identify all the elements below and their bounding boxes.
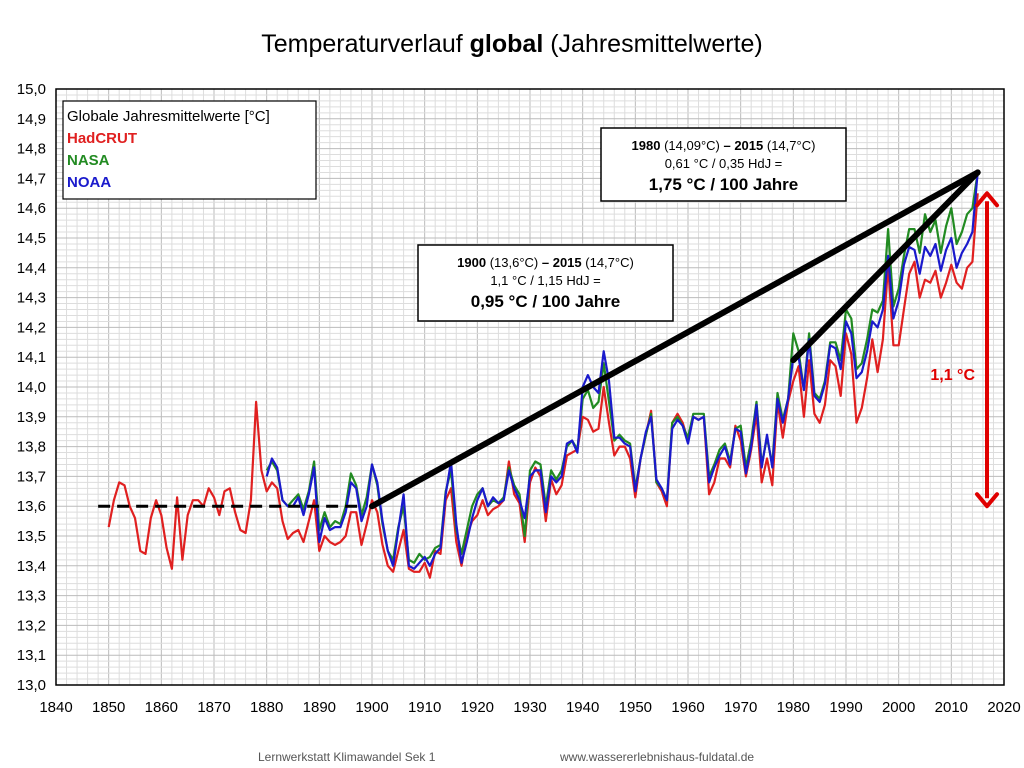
- x-tick-label: 1890: [303, 699, 336, 716]
- annotation-box-1900: 1900 (13,6°C) – 2015 (14,7°C) 1,1 °C / 1,…: [417, 244, 674, 322]
- temperature-chart: 1840 1850 1860 1870 1880 1890 1900 1910 1920 1930…: [17, 81, 1021, 716]
- x-tick-label: 2000: [882, 699, 915, 716]
- y-tick-label: 13,7: [17, 468, 46, 485]
- x-tick-label: 1900: [355, 699, 388, 716]
- annotations: 1,1 °C 1980 (14,09°C) – 2015 (14,7°C) 0,61…: [98, 127, 999, 510]
- x-tick-label: 1940: [566, 699, 599, 716]
- arrow-head-down: [975, 492, 999, 509]
- y-tick-label: 15,0: [17, 81, 46, 98]
- x-tick-label: 2010: [935, 699, 968, 716]
- axes: 1840 1850 1860 1870 1880 1890 1900 1910 1920 1930…: [17, 81, 1021, 716]
- x-tick-label: 1970: [724, 699, 757, 716]
- legend-box: [62, 100, 317, 200]
- x-tick-label: 1840: [39, 699, 72, 716]
- x-tick-label: 1990: [829, 699, 862, 716]
- annotation-box-1980-line1: 1980 (14,09°C) – 2015 (14,7°C): [632, 138, 816, 153]
- y-tick-label: 13,3: [17, 588, 46, 605]
- y-tick-label: 13,0: [17, 677, 46, 694]
- annotation-box-1900-line1: 1900 (13,6°C) – 2015 (14,7°C): [457, 255, 634, 270]
- legend-title: Globale Jahresmittelwerte [°C]: [67, 108, 270, 125]
- annotation-box-1900-line1-part: –: [542, 255, 549, 270]
- y-tick-label: 13,4: [17, 558, 46, 575]
- y-tick-label: 13,5: [17, 528, 46, 545]
- annotation-box-1980-line3: 1,75 °C / 100 Jahre: [649, 175, 799, 194]
- y-tick-label: 14,9: [17, 111, 46, 128]
- legend-entry-nasa: NASA: [67, 152, 110, 169]
- y-tick-label: 14,1: [17, 349, 46, 366]
- annotation-box-1980-line1-part: 1980: [632, 138, 661, 153]
- annotation-box-1900-line1-part: (13,6°C): [486, 255, 542, 270]
- x-tick-label: 1980: [777, 699, 810, 716]
- title-prefix: Temperaturverlauf: [261, 30, 470, 58]
- annotation-box-1900-line1-part: 1900: [457, 255, 486, 270]
- y-tick-label: 13,1: [17, 647, 46, 664]
- legend-entry-noaa: NOAA: [67, 174, 111, 191]
- y-tick-label: 13,9: [17, 409, 46, 426]
- annotation-box-1900-frame: [417, 244, 674, 322]
- footer-right: www.wassererlebnishaus-fuldatal.de: [560, 750, 755, 764]
- chart-title: Temperaturverlauf global (Jahresmittelwe…: [0, 30, 1024, 59]
- x-tick-label: 1920: [461, 699, 494, 716]
- x-tick-label: 1930: [513, 699, 546, 716]
- annotation-box-1980-line1-part: (14,7°C): [763, 138, 815, 153]
- annotation-box-1900-line3: 0,95 °C / 100 Jahre: [471, 292, 621, 311]
- plot-frame: [55, 88, 1005, 686]
- y-tick-label: 14,8: [17, 141, 46, 158]
- x-tick-label: 1870: [197, 699, 230, 716]
- y-tick-label: 13,2: [17, 617, 46, 634]
- series-line-noaa: [265, 172, 979, 570]
- x-tick-label: 1950: [619, 699, 652, 716]
- y-tick-label: 14,5: [17, 230, 46, 247]
- x-tick-label: 2020: [987, 699, 1020, 716]
- y-tick-label: 14,3: [17, 290, 46, 307]
- legend-entry-hadcrut: HadCRUT: [67, 130, 137, 147]
- annotation-box-1980-line1-part: 2015: [731, 138, 764, 153]
- trend-line-1900-2015: [369, 169, 981, 510]
- y-tick-label: 14,6: [17, 200, 46, 217]
- x-tick-label: 1910: [408, 699, 441, 716]
- series-lines: [107, 172, 979, 579]
- arrow-label: 1,1 °C: [930, 367, 975, 384]
- annotation-box-1980-line1-part: (14,09°C): [660, 138, 723, 153]
- title-bold: global: [469, 30, 544, 58]
- arrow-head-up: [975, 191, 999, 208]
- trend-line-1980-2015: [790, 169, 981, 364]
- annotation-box-1980-frame: [600, 127, 847, 202]
- y-tick-label: 14,0: [17, 379, 46, 396]
- x-tick-label: 1880: [250, 699, 283, 716]
- footer-left: Lernwerkstatt Klimawandel Sek 1: [258, 750, 436, 764]
- x-tick-label: 1860: [145, 699, 178, 716]
- x-tick-label: 1850: [92, 699, 125, 716]
- title-suffix: (Jahresmittelwerte): [543, 30, 763, 58]
- annotation-box-1980-line1-part: –: [723, 138, 730, 153]
- annotation-box-1980-line2: 0,61 °C / 0,35 HdJ =: [665, 156, 783, 171]
- annotation-box-1980: 1980 (14,09°C) – 2015 (14,7°C) 0,61 °C / …: [600, 127, 847, 202]
- annotation-box-1900-line1-part: 2015: [549, 255, 582, 270]
- y-tick-label: 14,7: [17, 170, 46, 187]
- y-tick-label: 14,4: [17, 260, 46, 277]
- y-tick-label: 14,2: [17, 319, 46, 336]
- x-tick-label: 1960: [671, 699, 704, 716]
- y-tick-label: 13,8: [17, 439, 46, 456]
- annotation-box-1900-line1-part: (14,7°C): [582, 255, 634, 270]
- annotation-box-1900-line2: 1,1 °C / 1,15 HdJ =: [490, 273, 600, 288]
- y-tick-label: 13,6: [17, 498, 46, 515]
- legend: Globale Jahresmittelwerte [°C] HadCRUT NAS…: [62, 100, 317, 200]
